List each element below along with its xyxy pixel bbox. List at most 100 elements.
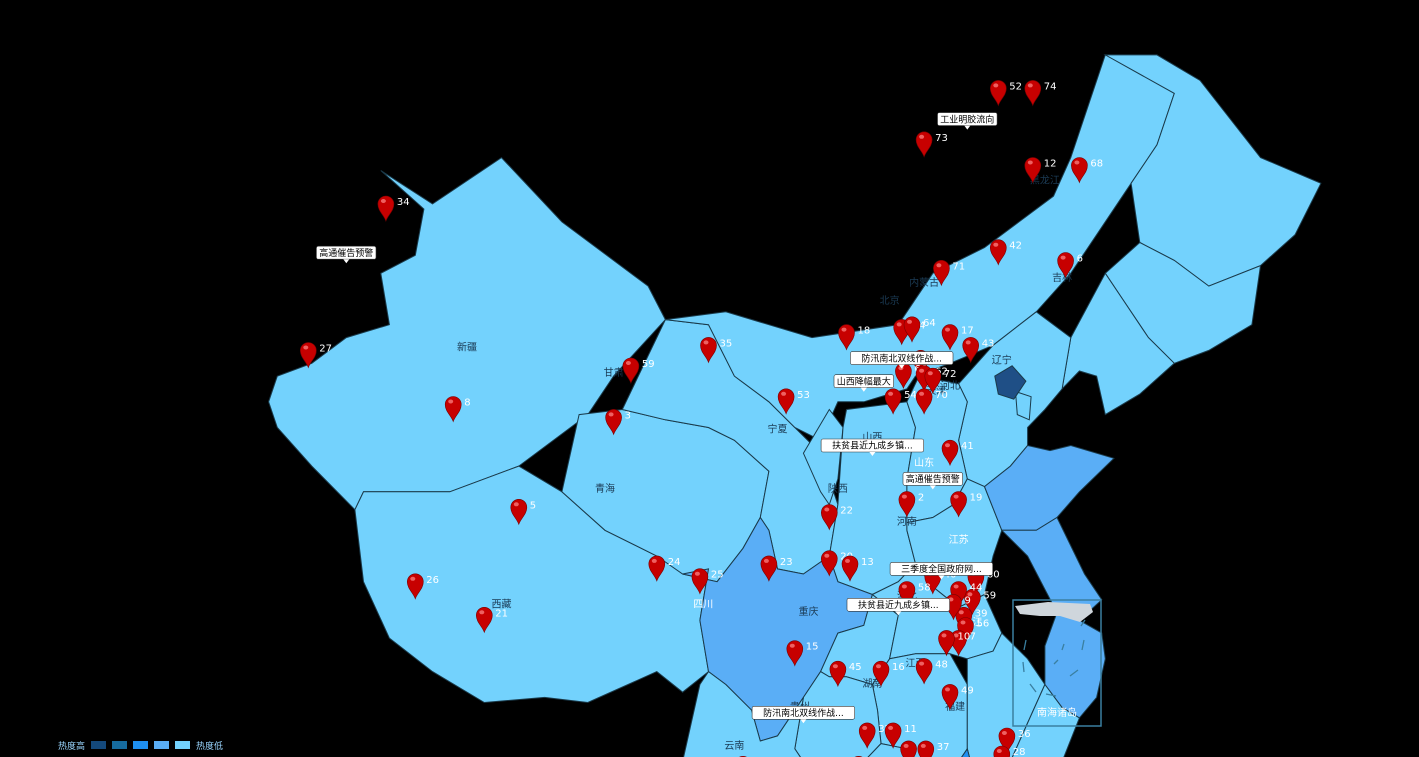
map-pin-value: 44 (970, 583, 983, 594)
map-pin-icon[interactable] (884, 722, 902, 749)
map-pin-icon[interactable] (941, 684, 959, 711)
map-pin-icon[interactable] (444, 396, 462, 423)
province-label-shaanxi: 陕西 (828, 482, 848, 495)
map-pin-icon[interactable] (760, 555, 778, 582)
map-pin-icon[interactable] (377, 195, 395, 222)
map-pin-icon[interactable] (903, 316, 921, 343)
map-pin-icon[interactable] (1057, 252, 1074, 279)
map-pin-icon[interactable] (915, 131, 933, 158)
province-liaoning[interactable] (1061, 272, 1176, 416)
province-label-sichuan: 四川 (693, 599, 713, 610)
map-pin-icon[interactable] (941, 324, 959, 351)
province-ningxia[interactable] (802, 408, 844, 506)
callout-label[interactable]: 防汛南北双线作战... (850, 351, 954, 369)
map-pin-value: 60 (987, 570, 1000, 581)
map-pin-icon[interactable] (622, 357, 640, 384)
map-pin-icon[interactable] (1024, 157, 1042, 184)
callout-label[interactable]: 高通催告预警 (316, 245, 377, 264)
svg-text:山西降幅最大: 山西降幅最大 (837, 375, 891, 387)
map-pin-icon[interactable] (605, 409, 622, 436)
map-pin-value: 41 (961, 441, 974, 452)
map-pin-value: 56 (977, 619, 990, 630)
map-pin-icon[interactable] (475, 607, 493, 634)
map-pin-icon[interactable] (510, 499, 528, 526)
province-label-yunnan: 云南 (724, 739, 744, 752)
map-pin-value: 37 (937, 742, 950, 753)
province-label-xizang: 西藏 (492, 598, 512, 610)
map-pin-icon[interactable] (989, 239, 1007, 266)
province-layer (268, 54, 1322, 757)
map-pin-value: 43 (982, 338, 995, 349)
map-pin-icon[interactable] (777, 388, 795, 415)
map-pin-value: 64 (923, 318, 936, 329)
map-pin-icon[interactable] (299, 342, 317, 369)
map-pin-icon[interactable] (924, 367, 942, 395)
map-pin-value: 32 (878, 724, 891, 735)
callout-label[interactable]: 扶贫县近九成乡镇... (820, 438, 924, 456)
callout-label[interactable]: 扶贫县近九成乡镇... (846, 597, 950, 616)
callout-label[interactable]: 高通催告预警 (902, 472, 963, 490)
map-pin-icon[interactable] (915, 388, 933, 415)
map-pin-value: 24 (668, 557, 681, 568)
map-pin-icon[interactable] (838, 324, 855, 351)
map-pin-icon[interactable] (917, 740, 935, 757)
callout-label[interactable]: 工业明胶流向 (937, 112, 998, 130)
map-pin-icon[interactable] (989, 80, 1007, 107)
map-pin-icon[interactable] (648, 555, 666, 582)
map-pin-icon[interactable] (933, 260, 950, 287)
province-beijing[interactable] (994, 365, 1027, 400)
map-pin-value: 35 (720, 338, 733, 349)
map-pin-value: 12 (1044, 159, 1057, 170)
callout-label[interactable]: 防汛南北双线作战... (751, 705, 855, 724)
map-pin-icon[interactable] (820, 550, 838, 577)
province-label-henan: 河南 (897, 515, 917, 528)
province-label-liaoning: 辽宁 (992, 353, 1012, 366)
map-pin-value: 6 (1077, 254, 1083, 265)
province-fujian[interactable] (1010, 683, 1081, 757)
province-yunnan[interactable] (683, 670, 830, 757)
callout-label[interactable]: 山西降幅最大 (833, 374, 894, 392)
province-label-jilin: 吉林 (1052, 271, 1072, 284)
province-label-hebei: 河北 (940, 380, 960, 392)
province-guangdong[interactable] (895, 747, 1028, 757)
map-pin-icon[interactable] (998, 727, 1016, 754)
map-pin-value: 5 (530, 500, 536, 511)
map-pin-value: 34 (397, 197, 410, 208)
map-pin-icon[interactable] (872, 660, 890, 688)
svg-text:扶贫县近九成乡镇...: 扶贫县近九成乡镇... (858, 599, 939, 611)
map-pin-icon[interactable] (950, 581, 967, 608)
callout-label[interactable]: 三季度全国政府网... (889, 562, 993, 580)
map-pin-icon[interactable] (884, 388, 902, 415)
map-pin-icon[interactable] (964, 589, 981, 616)
map-pin-icon[interactable] (938, 630, 955, 657)
map-pin-icon[interactable] (993, 745, 1011, 757)
map-pin-icon[interactable] (786, 640, 804, 667)
map-pin-value: 17 (961, 326, 974, 337)
province-tianjin[interactable] (1014, 390, 1032, 421)
map-pin-icon[interactable] (941, 439, 959, 467)
map-pin-icon[interactable] (691, 568, 709, 595)
map-pin-icon[interactable] (898, 491, 916, 518)
map-pin-icon[interactable] (700, 337, 717, 364)
map-pin-icon[interactable] (950, 491, 967, 518)
svg-text:防汛南北双线作战...: 防汛南北双线作战... (763, 707, 844, 719)
map-pin-icon[interactable] (820, 504, 838, 531)
province-label-jiangsu: 江苏 (949, 533, 969, 546)
map-pin-icon[interactable] (900, 740, 917, 757)
map-pin-icon[interactable] (1024, 80, 1042, 107)
map-pin-icon[interactable] (858, 722, 876, 749)
map-pin-icon[interactable] (915, 658, 933, 685)
province-label-hunan: 湖南 (862, 677, 882, 690)
province-label-heilongjiang: 黑龙江 (1030, 173, 1060, 186)
map-pin-icon[interactable] (829, 660, 847, 688)
map-pin-icon[interactable] (1071, 157, 1088, 184)
province-label-chongqing: 重庆 (799, 605, 819, 618)
map-pin-icon[interactable] (841, 555, 859, 582)
map-pin-value: 74 (1044, 81, 1057, 92)
map-pin-icon[interactable] (406, 573, 424, 600)
map-pin-value: 54 (904, 390, 917, 401)
map-pin-value: 39 (975, 608, 988, 619)
map-pin-icon[interactable] (962, 337, 980, 364)
map-pin-icon[interactable] (898, 581, 916, 608)
